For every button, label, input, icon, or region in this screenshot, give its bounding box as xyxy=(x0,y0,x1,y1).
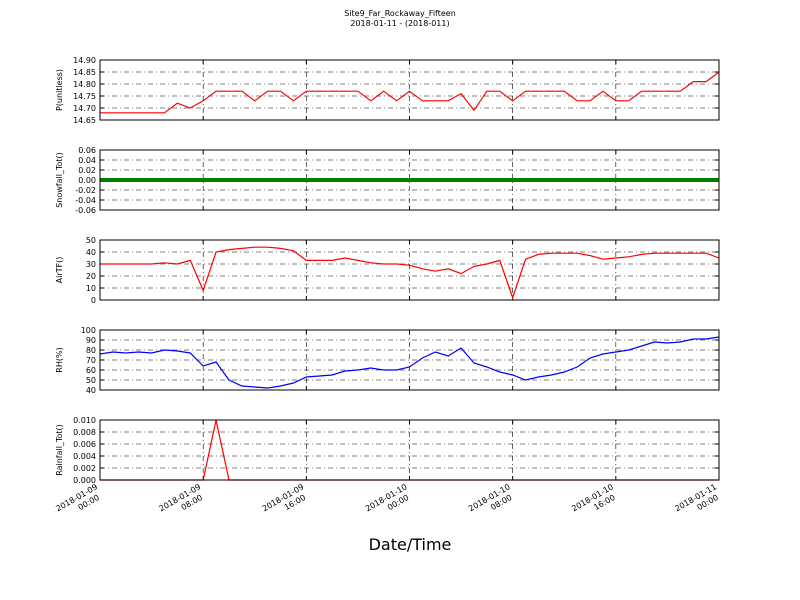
y-tick-label: 0.000 xyxy=(73,476,96,485)
y-tick-label: 0.006 xyxy=(73,440,96,449)
plot-frame xyxy=(99,329,720,391)
y-tick-label: 90 xyxy=(86,336,96,345)
plot-frame xyxy=(99,149,720,211)
y-tick-label: 0.04 xyxy=(78,156,96,165)
x-tick-label: 2018-01-0916:00 xyxy=(261,482,311,522)
y-tick-label: 20 xyxy=(86,272,96,281)
y-tick-label: -0.06 xyxy=(75,206,96,215)
y-tick-label: 40 xyxy=(86,386,96,395)
y-tick-label: 14.80 xyxy=(73,80,96,89)
y-axis-label: Snowfall_Tot() xyxy=(55,152,64,208)
y-tick-label: 40 xyxy=(86,248,96,257)
y-tick-label: 14.65 xyxy=(73,116,96,125)
x-tick-label: 2018-01-1100:00 xyxy=(673,482,723,522)
x-tick-label: 2018-01-0908:00 xyxy=(158,482,208,522)
plot-frame xyxy=(99,419,720,481)
y-tick-label: 0 xyxy=(91,296,96,305)
chart-title: Site9_Far_Rockaway_Fifteen xyxy=(344,9,456,18)
y-tick-label: -0.04 xyxy=(75,196,96,205)
y-axis-label: AirTF() xyxy=(55,257,64,284)
y-tick-label: 0.00 xyxy=(78,176,96,185)
x-tick-label: 2018-01-1016:00 xyxy=(570,482,620,522)
y-axis-label: P(unitless) xyxy=(55,69,64,111)
y-tick-label: 100 xyxy=(81,326,96,335)
y-tick-label: 50 xyxy=(86,236,96,245)
y-tick-label: 0.004 xyxy=(73,452,96,461)
y-tick-label: 30 xyxy=(86,260,96,269)
chart-subtitle: 2018-01-11 - (2018-011) xyxy=(350,19,449,28)
y-tick-label: 60 xyxy=(86,366,96,375)
y-tick-label: 70 xyxy=(86,356,96,365)
y-tick-label: 80 xyxy=(86,346,96,355)
y-tick-label: 0.010 xyxy=(73,416,96,425)
y-tick-label: 0.008 xyxy=(73,428,96,437)
x-axis-label: Date/Time xyxy=(369,535,452,554)
y-tick-label: 0.002 xyxy=(73,464,96,473)
y-tick-label: 14.75 xyxy=(73,92,96,101)
y-tick-label: 10 xyxy=(86,284,96,293)
x-tick-label: 2018-01-0900:00 xyxy=(54,482,104,522)
y-tick-label: 14.90 xyxy=(73,56,96,65)
x-tick-label: 2018-01-1000:00 xyxy=(364,482,414,522)
y-tick-label: 50 xyxy=(86,376,96,385)
y-tick-label: 0.06 xyxy=(78,146,96,155)
y-tick-label: 0.02 xyxy=(78,166,96,175)
data-line xyxy=(100,246,720,300)
y-axis-label: RH(%) xyxy=(55,347,64,372)
x-tick-label: 2018-01-1008:00 xyxy=(467,482,517,522)
plot-frame xyxy=(99,239,720,301)
data-line xyxy=(99,336,720,389)
y-tick-label: -0.02 xyxy=(75,186,96,195)
data-line xyxy=(100,71,720,114)
y-axis-label: Rainfall_Tot() xyxy=(55,424,64,476)
plot-frame xyxy=(99,59,720,121)
y-tick-label: 14.70 xyxy=(73,104,96,113)
y-tick-label: 14.85 xyxy=(73,68,96,77)
